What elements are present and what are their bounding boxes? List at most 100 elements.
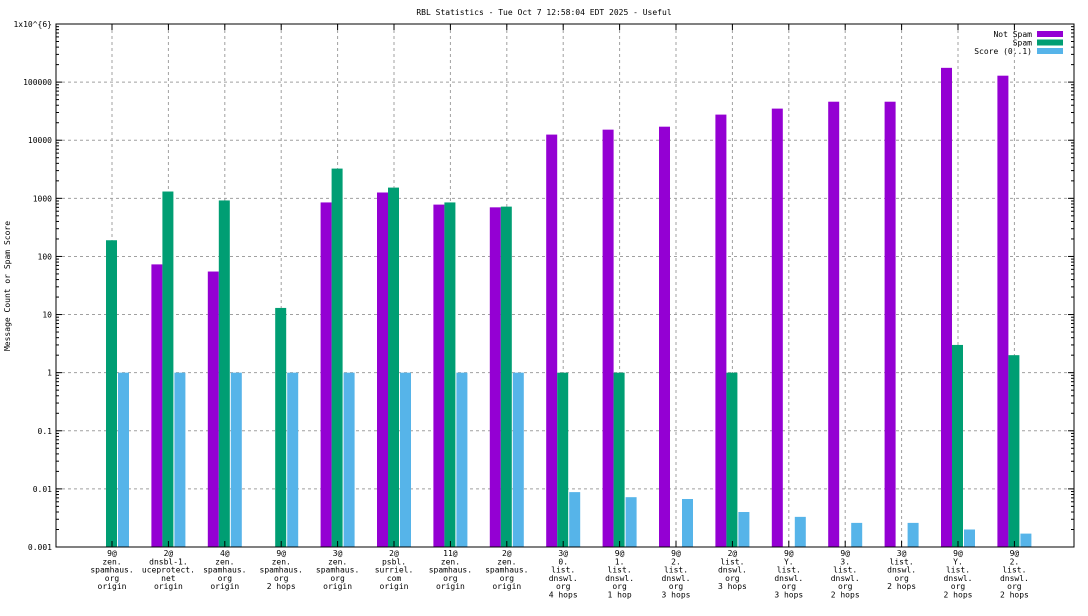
y-tick-label: 10000 bbox=[28, 136, 52, 145]
x-tick-label: spamhaus. bbox=[203, 566, 246, 575]
x-tick-label: 3@ bbox=[897, 549, 907, 558]
x-tick-label: 3@ bbox=[333, 549, 343, 558]
bar-spam bbox=[952, 344, 963, 547]
x-tick-label: 2 hops bbox=[887, 582, 916, 591]
bar-spam bbox=[557, 372, 569, 547]
bar-score bbox=[343, 372, 355, 547]
y-tick-label: 0.1 bbox=[38, 427, 53, 436]
bar-score bbox=[512, 372, 524, 547]
x-tick-label: org bbox=[838, 582, 853, 591]
x-tick-label: 9@ bbox=[671, 549, 681, 558]
legend-label: Spam bbox=[1013, 39, 1032, 48]
x-tick-label: zen. bbox=[215, 557, 234, 566]
bar-not-spam bbox=[941, 67, 952, 548]
bar-not-spam bbox=[715, 114, 727, 548]
y-tick-label: 0.01 bbox=[33, 485, 52, 494]
x-tick-label: 1 hop bbox=[608, 591, 632, 600]
bar-not-spam bbox=[433, 204, 445, 548]
bar-not-spam bbox=[489, 207, 501, 548]
x-tick-label: 2. bbox=[1010, 557, 1020, 566]
bar-score bbox=[118, 372, 129, 547]
bar-not-spam bbox=[884, 101, 896, 548]
bar-score bbox=[287, 372, 299, 547]
bar-score bbox=[625, 497, 637, 547]
bar-not-spam bbox=[828, 101, 840, 548]
x-tick-label: 11@ bbox=[443, 549, 458, 558]
x-tick-label: origin bbox=[154, 582, 183, 591]
y-tick-label: 1 bbox=[47, 369, 52, 378]
x-tick-label: dnswl. bbox=[1000, 574, 1029, 583]
x-tick-label: 1. bbox=[615, 557, 625, 566]
x-tick-label: list. bbox=[664, 566, 688, 575]
x-tick-label: org bbox=[556, 582, 571, 591]
legend-swatch bbox=[1037, 31, 1063, 37]
x-tick-label: origin bbox=[210, 582, 239, 591]
x-tick-label: 9@ bbox=[1010, 549, 1020, 558]
x-tick-label: uceprotect. bbox=[142, 566, 195, 575]
bar-score bbox=[400, 372, 411, 547]
x-tick-label: 9@ bbox=[784, 549, 794, 558]
x-tick-label: list. bbox=[1002, 566, 1026, 575]
x-tick-label: 0. bbox=[558, 557, 568, 566]
x-tick-label: 3 hops bbox=[774, 591, 803, 600]
bar-score bbox=[456, 372, 468, 547]
x-tick-label: 2@ bbox=[728, 549, 738, 558]
bar-score bbox=[682, 498, 693, 547]
x-tick-label: list. bbox=[777, 566, 801, 575]
x-tick-label: origin bbox=[98, 582, 127, 591]
x-tick-label: 9@ bbox=[953, 549, 963, 558]
x-tick-label: spamhaus. bbox=[429, 566, 472, 575]
x-tick-label: 2 hops bbox=[944, 591, 973, 600]
x-tick-label: org bbox=[782, 582, 797, 591]
x-tick-label: org bbox=[894, 574, 909, 583]
x-tick-label: 4@ bbox=[220, 549, 230, 558]
x-tick-label: 2 hops bbox=[831, 591, 860, 600]
bar-not-spam bbox=[659, 126, 670, 547]
bar-score bbox=[794, 516, 806, 547]
x-tick-label: dnswl. bbox=[549, 574, 578, 583]
bar-score bbox=[230, 372, 242, 547]
x-tick-label: 2. bbox=[671, 557, 681, 566]
bar-spam bbox=[218, 200, 230, 547]
y-tick-label: 1x10^{6} bbox=[13, 20, 52, 29]
x-tick-label: dnswl. bbox=[662, 574, 691, 583]
x-tick-label: org bbox=[443, 574, 458, 583]
legend-label: Score (0..1) bbox=[974, 47, 1032, 56]
x-tick-label: org bbox=[1007, 582, 1022, 591]
y-axis-label: Message Count or Spam Score bbox=[3, 221, 12, 351]
x-tick-label: 3 hops bbox=[718, 582, 747, 591]
x-tick-label: dnsbl-1. bbox=[149, 557, 188, 566]
x-tick-label: 2 hops bbox=[267, 582, 296, 591]
x-tick-label: zen. bbox=[328, 557, 347, 566]
y-tick-label: 100000 bbox=[23, 78, 52, 87]
x-tick-label: 2@ bbox=[502, 549, 512, 558]
x-tick-label: org bbox=[105, 574, 120, 583]
x-tick-label: list. bbox=[946, 566, 970, 575]
bar-not-spam bbox=[997, 75, 1009, 547]
bar-spam bbox=[162, 191, 174, 548]
chart-title: RBL Statistics - Tue Oct 7 12:58:04 EDT … bbox=[416, 8, 671, 17]
bar-score bbox=[738, 512, 750, 547]
x-tick-label: origin bbox=[380, 582, 409, 591]
x-tick-label: 4 hops bbox=[549, 591, 578, 600]
x-tick-label: 3. bbox=[840, 557, 850, 566]
bar-not-spam bbox=[771, 108, 783, 547]
plot-border bbox=[55, 23, 1075, 548]
x-tick-label: org bbox=[612, 582, 627, 591]
x-tick-label: zen. bbox=[441, 557, 460, 566]
x-tick-label: origin bbox=[323, 582, 352, 591]
y-tick-label: 100 bbox=[38, 252, 53, 261]
bar-spam bbox=[1008, 355, 1020, 547]
x-tick-label: list. bbox=[720, 557, 744, 566]
x-tick-label: zen. bbox=[272, 557, 291, 566]
x-tick-label: zen. bbox=[102, 557, 121, 566]
x-tick-label: dnswl. bbox=[774, 574, 803, 583]
x-tick-label: psbl. bbox=[382, 557, 406, 566]
x-tick-label: org bbox=[669, 582, 684, 591]
bar-spam bbox=[613, 372, 625, 547]
bar-not-spam bbox=[602, 129, 614, 547]
bar-not-spam bbox=[320, 202, 332, 547]
bar-spam bbox=[106, 240, 117, 547]
x-tick-label: zen. bbox=[497, 557, 516, 566]
